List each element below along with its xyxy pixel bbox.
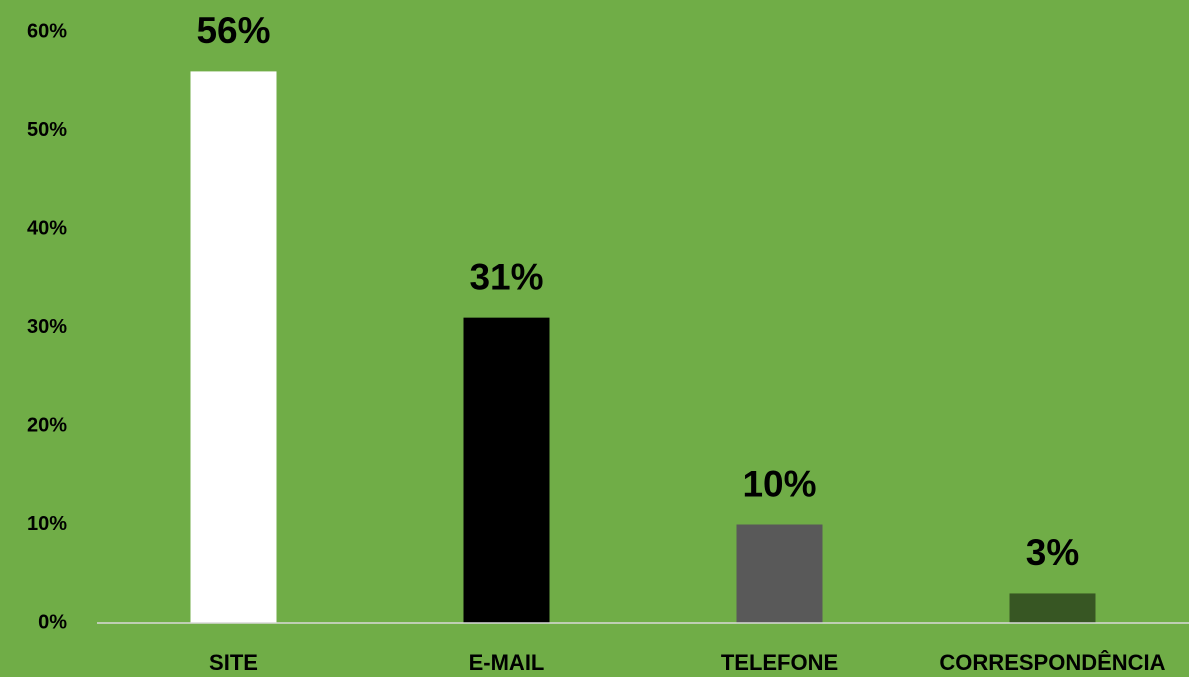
y-tick-label: 60% [27,20,67,42]
y-tick-label: 50% [27,119,67,141]
x-tick-label: TELEFONE [721,650,838,675]
x-tick-label: E-MAIL [469,650,545,675]
bar [736,524,823,623]
x-tick-label: CORRESPONDÊNCIA [939,650,1165,675]
bar [463,317,550,623]
y-tick-label: 40% [27,217,67,239]
y-tick-label: 0% [38,611,67,633]
y-tick-label: 10% [27,513,67,535]
bar [1009,593,1096,623]
x-tick-label: SITE [209,650,258,675]
value-label: 3% [1026,532,1079,573]
value-label: 10% [742,463,816,504]
value-label: 56% [196,10,270,51]
y-tick-label: 20% [27,414,67,436]
y-tick-label: 30% [27,316,67,338]
bar [190,71,277,623]
value-label: 31% [469,256,543,297]
